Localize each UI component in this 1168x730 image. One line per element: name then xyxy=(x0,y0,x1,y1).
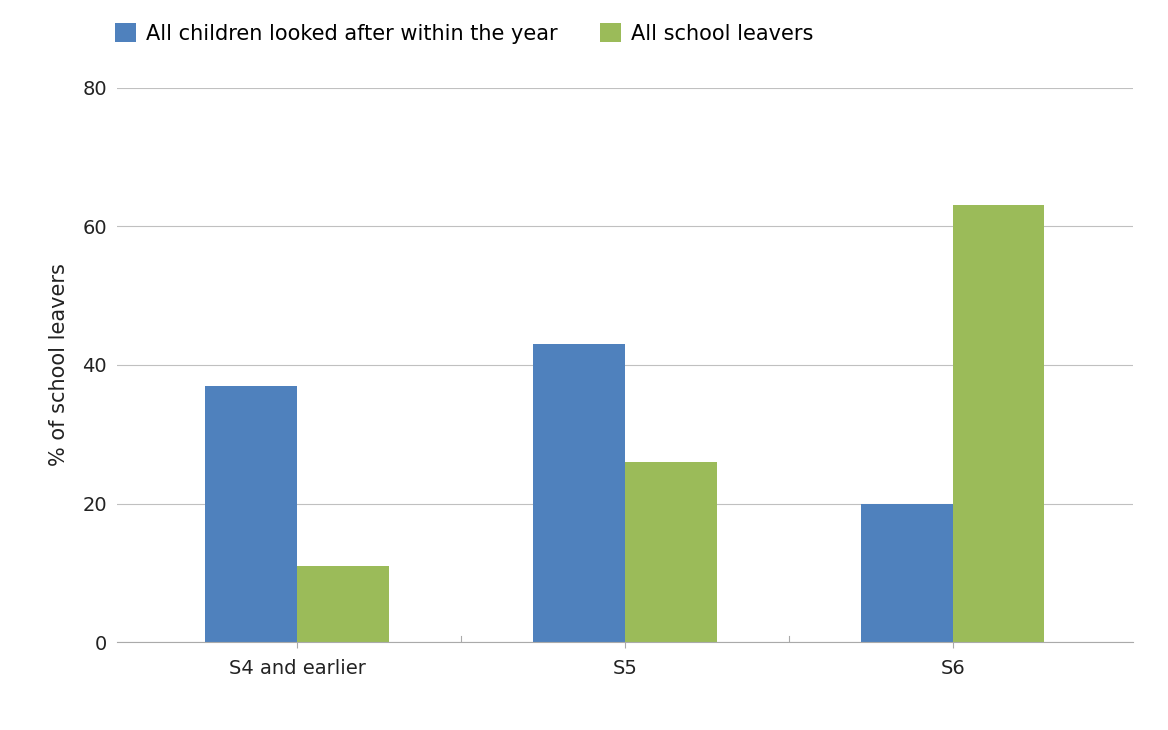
Y-axis label: % of school leavers: % of school leavers xyxy=(49,264,69,466)
Bar xyxy=(861,504,953,642)
Bar xyxy=(625,462,717,642)
Bar xyxy=(206,386,297,642)
Bar xyxy=(297,566,389,642)
Legend: All children looked after within the year, All school leavers: All children looked after within the yea… xyxy=(107,15,822,52)
Bar xyxy=(533,345,625,642)
Bar xyxy=(953,206,1044,642)
